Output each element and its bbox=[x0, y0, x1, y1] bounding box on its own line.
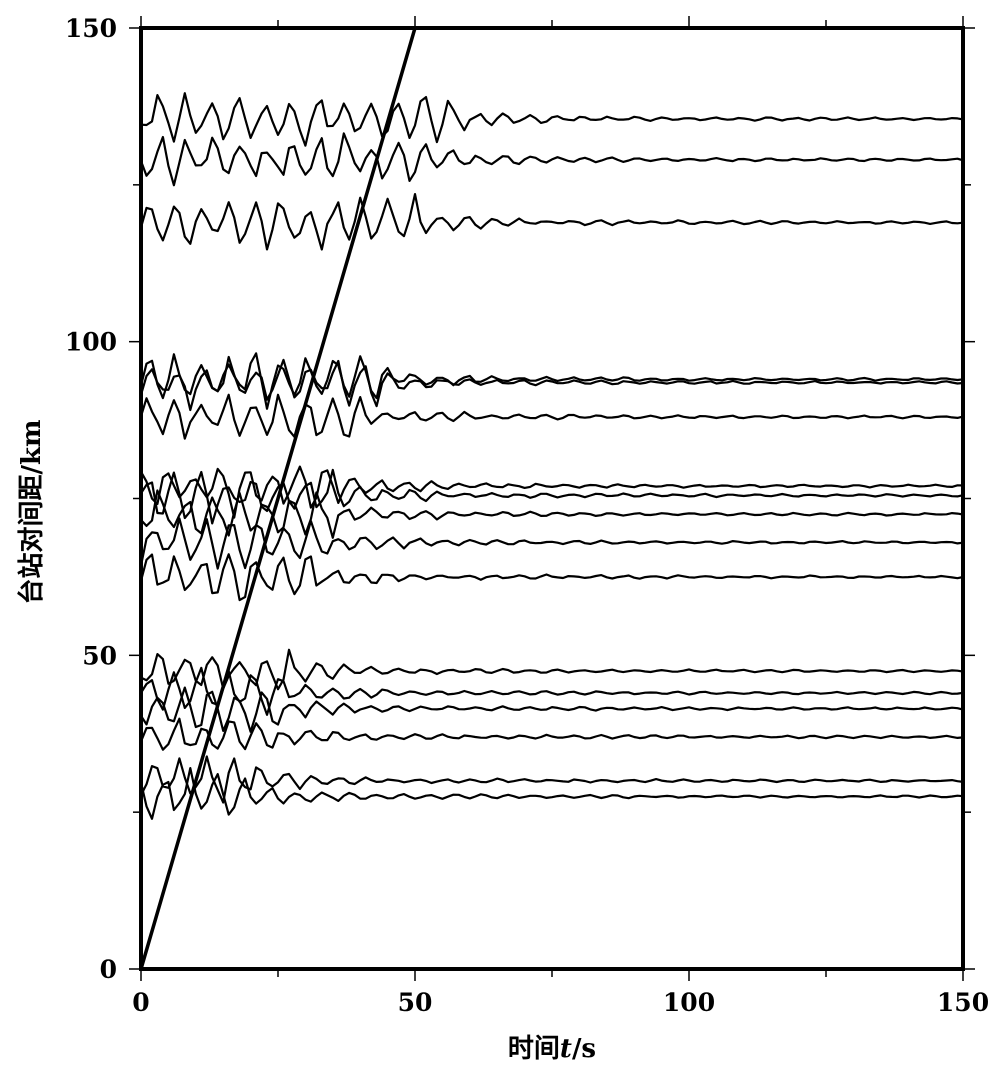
waveform-trace bbox=[140, 686, 964, 733]
x-tick-label: 100 bbox=[663, 988, 715, 1017]
waveform-trace bbox=[140, 755, 964, 804]
reference-moveout-line bbox=[139, 27, 417, 970]
waveform-trace bbox=[140, 92, 964, 147]
axis-ticks bbox=[129, 16, 975, 981]
waveform-trace bbox=[140, 465, 964, 519]
waveform-trace bbox=[140, 489, 964, 539]
waveform-trace bbox=[140, 468, 964, 525]
x-tick-label: 150 bbox=[937, 988, 989, 1017]
waveform-trace bbox=[139, 393, 964, 440]
waveform-trace bbox=[139, 517, 964, 570]
y-tick-label: 0 bbox=[100, 955, 117, 984]
x-tick-labels: 0 50 100 150 bbox=[132, 988, 989, 1017]
waveform-trace bbox=[140, 648, 964, 691]
waveform-trace bbox=[139, 132, 964, 187]
seismic-traces bbox=[139, 92, 964, 820]
y-tick-label: 100 bbox=[65, 328, 117, 357]
waveform-trace bbox=[139, 193, 964, 251]
plot-frame bbox=[139, 26, 965, 971]
x-tick-label: 0 bbox=[132, 988, 149, 1017]
waveform-trace bbox=[139, 352, 964, 410]
y-axis-title: 台站对间距/km bbox=[16, 419, 47, 604]
waveform-trace bbox=[140, 666, 964, 716]
waveform-trace bbox=[139, 717, 964, 751]
x-axis-title: 时间t/s bbox=[508, 1034, 596, 1064]
waveform-trace bbox=[139, 553, 964, 602]
waveform-trace bbox=[139, 355, 964, 412]
y-tick-label: 50 bbox=[82, 641, 117, 670]
x-tick-label: 50 bbox=[398, 988, 433, 1017]
y-tick-labels: 0 50 100 150 bbox=[65, 14, 117, 984]
y-tick-label: 150 bbox=[65, 14, 117, 43]
waveform-trace bbox=[139, 766, 964, 820]
